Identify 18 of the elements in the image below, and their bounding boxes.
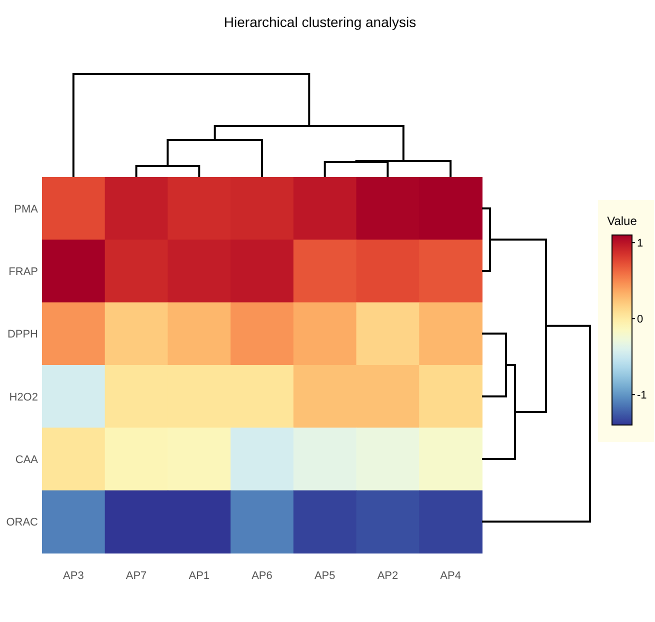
x-tick-label: AP1	[188, 570, 210, 582]
y-tick-label: H2O2	[9, 391, 38, 404]
color-bar-label: -1	[637, 390, 647, 402]
color-bar-label: 0	[637, 314, 644, 326]
x-tick-label: AP6	[252, 570, 272, 582]
y-tick-label: PMA	[14, 203, 39, 216]
x-tick-label: AP2	[377, 570, 398, 582]
color-bar-label: 1	[637, 238, 644, 250]
x-tick-label: AP5	[314, 570, 336, 582]
legend-title: Value	[607, 214, 638, 228]
y-tick-label: ORAC	[6, 516, 38, 529]
x-tick-label: AP3	[63, 570, 84, 582]
y-tick-label: CAA	[15, 454, 39, 466]
y-tick-label: DPPH	[7, 328, 38, 341]
x-tick-label: AP7	[126, 570, 147, 582]
chart-title: Hierarchical clustering analysis	[224, 14, 416, 30]
x-tick-label: AP4	[440, 570, 461, 582]
y-tick-label: FRAP	[8, 266, 38, 278]
